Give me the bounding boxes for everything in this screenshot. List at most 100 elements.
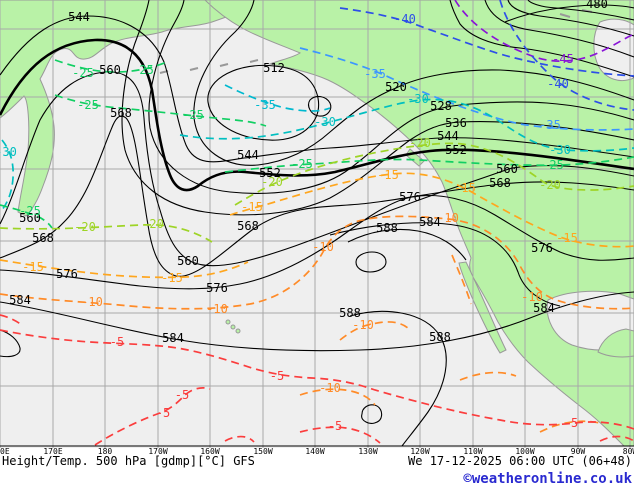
contour-label: 536 [445,116,467,130]
longitude-tick: 160W [200,447,220,456]
contour-label: 576 [399,190,421,204]
contour-label: -20 [142,217,164,231]
contour-label: -25 [72,66,94,80]
temp-minus40 [339,7,634,77]
contour-label: -15 [22,260,44,274]
contour-label: 552 [259,166,281,180]
contour-label: -30 [0,145,17,159]
temp-minus35 [224,84,331,112]
contour-label: -15 [161,271,183,285]
contour-label: 552 [445,143,467,157]
contour-label: -15 [454,181,476,195]
contour-label: -20 [261,175,283,189]
contour-label: 560 [496,162,518,176]
temp-minus30 [1,139,14,211]
contour-label: 584 [419,215,441,229]
longitude-tick: 120W [410,447,430,456]
aleutian-islands [159,9,593,74]
temp-minus5 [0,329,634,430]
contour-label: 560 [19,211,41,225]
contour-label: -30 [314,115,336,129]
contour-label: -5 [155,406,171,420]
contour-label: -15 [377,168,399,182]
contour-label: 576 [56,267,78,281]
temp-minus45 [454,0,634,62]
contour-label: -10 [81,295,103,309]
contour-label: 544 [437,129,459,143]
temp-minus15 [0,259,249,279]
temp-minus10 [451,254,472,305]
land-hawaii [225,319,231,325]
temp-minus25 [224,156,634,173]
contour-label: -20 [409,136,431,150]
temp-minus20 [0,224,213,243]
contour-label: 568 [32,231,54,245]
temp-minus5 [299,426,381,444]
land-yucatan [597,328,634,358]
contour-label: 568 [489,176,511,190]
contour-label: 512 [263,61,285,75]
temp-minus5 [599,435,634,442]
contour-label: 560 [177,254,199,268]
contour-label: -40 [394,12,416,26]
land-hawaii [235,328,241,334]
longitude-tick: 170E [43,447,63,456]
contour-label: 568 [237,219,259,233]
height-contours [0,0,634,447]
forecast-datetime: We 17-12-2025 06:00 UTC (06+48) [408,454,632,468]
longitude-tick: 150W [253,447,273,456]
temp-minus5 [224,435,255,443]
temp-minus20 [234,142,634,206]
contour-label: -25 [291,157,313,171]
contour-label: -10 [312,240,334,254]
contour-512-low [207,64,320,141]
product-title: Height/Temp. 500 hPa [gdmp][°C] GFS [2,454,255,468]
temp-minus35 [299,47,634,131]
contour-label: -40 [547,77,569,91]
temp-minus25 [0,204,53,229]
contour-label: -20 [539,178,561,192]
contour-label: 480 [586,0,608,11]
contour-label: -25 [132,63,154,77]
temp-minus10 [299,388,376,406]
contour-label: -20 [74,220,96,234]
longitude-tick: 180 [97,447,113,456]
temp-minus15 [229,172,634,248]
contour-label: -45 [552,52,574,66]
contour-label: -35 [364,67,386,81]
longitude-tick: 100W [515,447,535,456]
contour-label: 584 [9,293,31,307]
contour-label: -5 [327,419,343,433]
longitude-tick: 80W [622,447,634,456]
contour-label: -10 [437,211,459,225]
contour-label: -25 [182,108,204,122]
temp-minus25 [54,59,168,73]
contour-label: -15 [556,231,578,245]
contour-label: 588 [376,221,398,235]
longitude-tick: 90W [570,447,586,456]
contour-label: 520 [385,80,407,94]
contour-label: -5 [109,335,125,349]
temp-minus10 [459,371,517,381]
longitude-tick: 110W [463,447,483,456]
contour-label: -30 [549,143,571,157]
contour-label: 544 [237,148,259,162]
contour-label: 560 [99,63,121,77]
copyright: ©weatheronline.co.uk [463,471,632,487]
contour-label: 528 [430,99,452,113]
contour-label: 588 [339,306,361,320]
contour-label: 584 [162,331,184,345]
contour-label: 588 [429,330,451,344]
contour-552-thick [0,38,634,192]
land-north-america [204,0,634,447]
contour-label: -5 [563,416,579,430]
longitude-tick: 170W [148,447,168,456]
contour-label: -35 [539,118,561,132]
contour-label: -35 [254,98,276,112]
contour-label: 568 [110,106,132,120]
temp-minus10 [0,215,634,310]
contour-label: -25 [542,158,564,172]
contour-label: -25 [77,98,99,112]
contour-label: 576 [206,281,228,295]
